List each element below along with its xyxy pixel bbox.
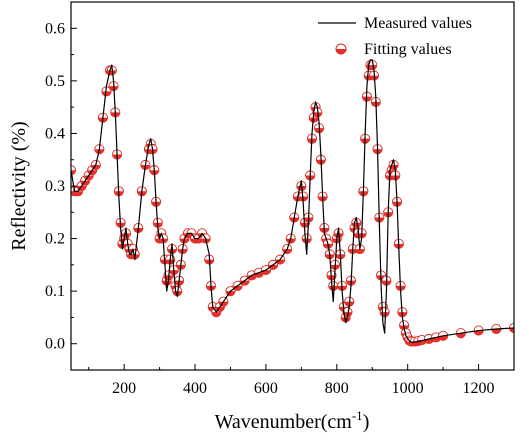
measured-values-line <box>71 59 514 343</box>
x-tick-label: 1200 <box>463 380 495 397</box>
y-tick-label: 0.4 <box>45 125 65 142</box>
fitting-data-point <box>328 280 339 291</box>
y-axis: 0.0 0.1 0.2 0.3 0.4 0.5 0.6 <box>45 1 77 353</box>
legend-label-fitting: Fitting values <box>364 41 452 58</box>
y-tick-label: 0.6 <box>45 20 65 37</box>
x-tick-label: 800 <box>325 380 349 397</box>
x-tick-label: 1000 <box>392 380 424 397</box>
y-tick-label: 0.5 <box>45 73 65 90</box>
x-tick-label: 400 <box>183 380 207 397</box>
y-tick-label: 0.0 <box>45 336 65 353</box>
x-tick-label: 200 <box>112 380 136 397</box>
x-axis-title: Wavenumber(cm-1) <box>215 408 370 433</box>
fitting-data-point <box>379 307 390 318</box>
y-axis-title: Reflectivity (%) <box>8 121 30 250</box>
x-axis-title-superscript: -1 <box>352 408 363 423</box>
fitting-data-point <box>301 233 312 244</box>
x-axis-title-suffix: ) <box>363 411 370 433</box>
x-tick-label: 600 <box>254 380 278 397</box>
x-axis: 200 400 600 800 1000 1200 <box>88 364 515 397</box>
fitting-data-point <box>342 307 353 318</box>
x-axis-title-text: Wavenumber(cm <box>215 411 353 433</box>
legend: Measured values Fitting values <box>318 15 472 58</box>
legend-label-measured: Measured values <box>364 15 472 32</box>
y-tick-label: 0.3 <box>45 178 65 195</box>
y-tick-label: 0.2 <box>45 231 65 248</box>
y-tick-label: 0.1 <box>45 283 65 300</box>
legend-marker-swatch <box>335 43 347 55</box>
plot-data-layer <box>71 59 514 347</box>
